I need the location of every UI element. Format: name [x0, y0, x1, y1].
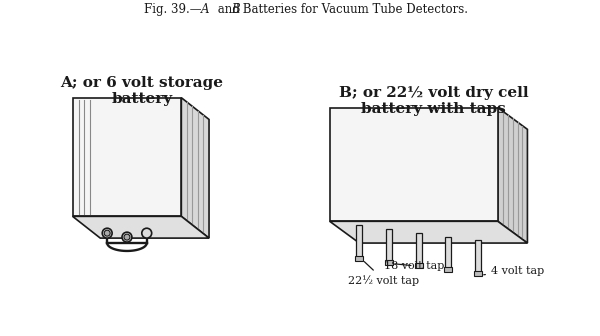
Polygon shape	[329, 221, 527, 243]
Text: A: A	[201, 3, 209, 16]
Text: B: B	[231, 3, 239, 16]
Circle shape	[122, 232, 132, 242]
Text: 18 volt tap: 18 volt tap	[383, 261, 444, 271]
FancyBboxPatch shape	[475, 241, 481, 275]
Text: A; or 6 volt storage
battery: A; or 6 volt storage battery	[60, 76, 223, 106]
Circle shape	[124, 234, 130, 240]
FancyBboxPatch shape	[445, 267, 452, 272]
Text: and: and	[214, 3, 244, 16]
FancyBboxPatch shape	[356, 225, 362, 260]
FancyBboxPatch shape	[355, 256, 363, 261]
Text: 4 volt tap: 4 volt tap	[484, 266, 544, 276]
FancyBboxPatch shape	[445, 237, 451, 271]
Text: B; or 22½ volt dry cell
battery with taps: B; or 22½ volt dry cell battery with tap…	[338, 86, 529, 116]
Polygon shape	[181, 98, 209, 238]
FancyBboxPatch shape	[329, 108, 498, 221]
FancyBboxPatch shape	[386, 229, 392, 263]
FancyBboxPatch shape	[415, 263, 422, 268]
FancyBboxPatch shape	[474, 271, 482, 276]
Text: Fig. 39.—: Fig. 39.—	[143, 3, 201, 16]
Text: 22½ volt tap: 22½ volt tap	[349, 262, 419, 286]
Polygon shape	[73, 216, 209, 238]
FancyBboxPatch shape	[385, 260, 393, 264]
Circle shape	[102, 228, 112, 238]
Circle shape	[104, 230, 110, 236]
Polygon shape	[498, 108, 527, 243]
FancyBboxPatch shape	[73, 98, 181, 216]
FancyBboxPatch shape	[416, 233, 422, 267]
Text: Batteries for Vacuum Tube Detectors.: Batteries for Vacuum Tube Detectors.	[239, 3, 467, 16]
Circle shape	[142, 228, 152, 238]
